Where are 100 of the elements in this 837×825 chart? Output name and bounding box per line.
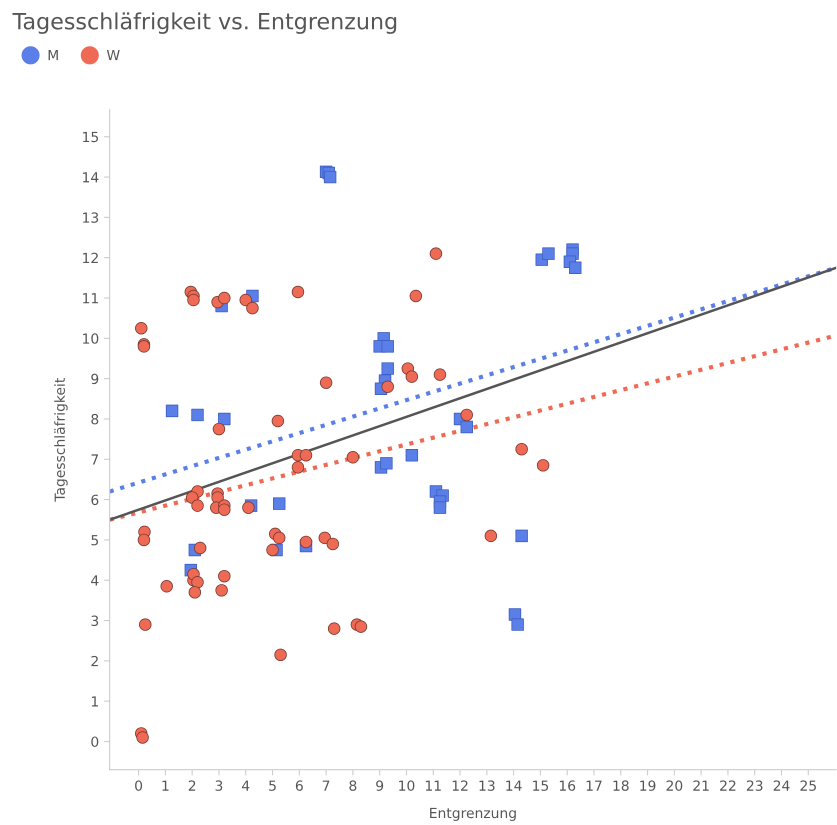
x-tick-label: 20 [666,780,682,791]
y-tick-label: 10 [83,333,98,344]
point [139,618,152,631]
point [326,538,340,550]
point [160,580,173,593]
x-tick-label: 12 [452,780,468,791]
x-tick-label: 16 [560,780,576,791]
y-tick-label: 13 [83,212,98,223]
y-tick-label: 6 [91,494,98,506]
point [274,648,287,662]
x-tick-label: 0 [135,780,142,791]
point [266,544,279,556]
point [136,731,149,744]
point [354,620,368,633]
y-tick-label: 8 [91,414,98,424]
point [381,380,394,393]
point [324,170,336,184]
x-axis-title: Entgrenzung [430,808,516,821]
y-tick-label: 12 [83,252,98,263]
x-tick-label: 10 [399,780,414,791]
point [194,542,206,554]
x-tick-label: 15 [533,780,548,791]
point [218,292,231,304]
x-tick-label: 8 [349,780,356,791]
point [166,404,178,418]
point [300,449,312,462]
y-tick-label: 14 [83,172,98,182]
point [191,499,204,512]
x-tick-label: 22 [720,780,736,791]
y-tick-label: 0 [91,736,98,747]
point [406,370,418,383]
y-tick-label: 2 [91,656,98,666]
y-tick-label: 1 [92,696,98,706]
x-tick-label: 6 [296,780,303,791]
legend-label: M [48,50,58,60]
point [135,322,148,334]
x-tick-label: 19 [640,780,656,791]
x-tick-label: 18 [613,780,629,791]
point [406,449,418,462]
point [242,501,255,514]
point [218,503,231,516]
point [212,422,226,436]
y-tick-label: 9 [91,374,98,384]
y-tick-label: 7 [92,454,98,465]
x-tick-label: 1 [162,780,169,791]
x-tick-label: 25 [800,780,816,791]
x-tick-label: 23 [746,780,762,791]
point [434,368,446,381]
point [569,262,582,274]
point [318,532,331,544]
point [218,412,231,426]
x-tick-label: 11 [426,780,441,791]
x-tick-label: 2 [188,780,196,791]
point [515,442,528,456]
x-tick-label: 7 [322,780,330,791]
x-tick-label: 14 [506,780,522,791]
y-tick-label: 3 [91,616,98,626]
point [320,376,332,389]
point [410,290,422,302]
point [191,408,204,422]
x-tick-label: 5 [269,780,276,791]
point [380,457,393,470]
point [328,622,340,635]
point [460,420,473,434]
point [191,576,204,588]
point [292,286,304,298]
x-tick-label: 9 [376,780,384,791]
x-tick-label: 3 [216,780,222,791]
point [272,497,286,510]
chart-title: Tagesschläfrigkeit vs. Entgrenzung [12,12,396,34]
point [542,247,555,260]
point [292,461,304,474]
x-tick-label: 17 [586,780,602,791]
point [460,408,473,422]
point [346,451,360,464]
point [515,530,528,542]
legend-label: W [106,50,120,60]
point [434,501,446,514]
point [272,414,284,428]
y-tick-label: 11 [83,293,98,304]
point [430,247,442,260]
point [381,340,394,353]
point [300,536,312,548]
y-tick-label: 4 [91,575,98,586]
x-tick-label: 24 [774,780,790,791]
y-tick-label: 15 [83,132,98,142]
x-tick-label: 4 [242,780,250,791]
point [138,534,150,546]
point [187,294,200,306]
point [246,302,259,314]
point [240,294,252,306]
point [484,530,498,542]
y-tick-label: 5 [91,535,98,546]
point [511,618,524,631]
point [218,570,231,582]
x-tick-label: 21 [693,780,709,791]
x-tick-label: 13 [480,780,495,791]
point [381,362,394,375]
point [272,532,286,544]
point [215,584,228,597]
